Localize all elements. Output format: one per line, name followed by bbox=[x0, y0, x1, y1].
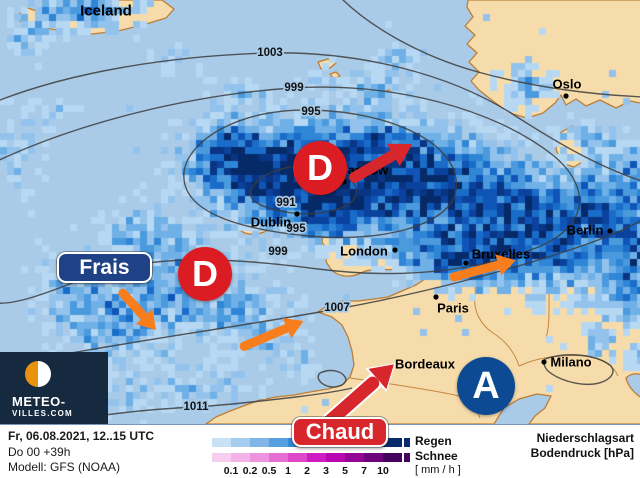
isobar-labels: 1003 999 995 991 995 999 1007 1011 bbox=[182, 45, 352, 415]
precip-type-label: Niederschlagsart bbox=[536, 431, 634, 445]
city-dot bbox=[433, 294, 439, 300]
city-label: London bbox=[340, 244, 388, 259]
legend-tick: 0.1 bbox=[223, 465, 239, 477]
isobar-value: 999 bbox=[268, 246, 287, 258]
scale-segment bbox=[326, 453, 345, 462]
meteo-villes-logo: METEO- VILLES.COM bbox=[0, 352, 108, 424]
region-label: Iceland bbox=[80, 3, 132, 20]
scale-segment bbox=[288, 453, 307, 462]
city-dot bbox=[463, 260, 469, 266]
warm-flow-arrow-chaud bbox=[317, 363, 396, 424]
scale-segment bbox=[212, 453, 231, 462]
cold-flow-arrow bbox=[449, 254, 516, 282]
flow-arrows bbox=[118, 143, 516, 424]
pressure-center-a: A bbox=[457, 357, 515, 415]
scale-segment bbox=[345, 453, 364, 462]
isobar-value: 991 bbox=[276, 197, 296, 209]
pressure-label: Bodendruck [hPa] bbox=[530, 446, 634, 460]
pressure-center-d: D bbox=[293, 141, 347, 195]
scale-segment bbox=[231, 453, 250, 462]
city-label: Dublin bbox=[251, 215, 291, 230]
model-name: Modell: GFS (NOAA) bbox=[8, 460, 121, 474]
isobar-value: 995 bbox=[301, 106, 321, 118]
annotation-chaud: Chaud bbox=[292, 417, 388, 447]
city-label: Bruxelles bbox=[472, 247, 531, 262]
logo-text-1: METEO- bbox=[12, 394, 66, 409]
city-labels: IcelandOsloGlasgowDublinLondonBruxellesP… bbox=[80, 3, 613, 376]
isobar-value: 1011 bbox=[184, 401, 210, 413]
scale-segment bbox=[269, 438, 288, 447]
city-label: Berlin bbox=[567, 223, 604, 238]
run-offset: Do 00 +39h bbox=[8, 445, 71, 459]
scale-segment bbox=[250, 453, 269, 462]
legend-tick: 3 bbox=[323, 465, 329, 477]
rain-max-chip bbox=[404, 438, 410, 447]
legend-unit: [ mm / h ] bbox=[415, 464, 461, 476]
valid-time: Fr, 06.08.2021, 12..15 UTC bbox=[8, 429, 155, 443]
legend-tick: 2 bbox=[304, 465, 310, 477]
snow-color-scale bbox=[212, 453, 402, 462]
legend-tick: 5 bbox=[342, 465, 348, 477]
city-dot bbox=[392, 247, 398, 253]
isobar-value: 1007 bbox=[324, 302, 350, 314]
isobar-value: 999 bbox=[284, 82, 303, 94]
rain-label: Regen bbox=[415, 434, 452, 448]
cold-flow-arrow bbox=[239, 317, 304, 351]
snow-max-chip bbox=[404, 453, 410, 462]
scale-segment bbox=[250, 438, 269, 447]
scale-segment bbox=[383, 453, 402, 462]
annotation-frais: Frais bbox=[57, 252, 152, 283]
legend-tick: 1 bbox=[285, 465, 291, 477]
isobar-value: 1003 bbox=[257, 47, 283, 59]
isobar-value: 995 bbox=[286, 223, 306, 235]
warm-flow-arrow bbox=[349, 143, 413, 183]
scale-segment bbox=[212, 438, 231, 447]
scale-segment bbox=[364, 453, 383, 462]
legend-tick: 0.2 bbox=[242, 465, 258, 477]
city-label: Paris bbox=[437, 301, 469, 316]
city-label: Milano bbox=[550, 355, 591, 370]
cold-flow-arrow bbox=[118, 288, 157, 331]
city-dot bbox=[563, 93, 569, 99]
city-label: Bordeaux bbox=[395, 357, 456, 372]
snow-label: Schnee bbox=[415, 449, 458, 463]
scale-segment bbox=[307, 453, 326, 462]
scale-segment bbox=[383, 438, 402, 447]
city-dot bbox=[607, 228, 613, 234]
city-dot bbox=[541, 359, 547, 365]
logo-icon bbox=[25, 361, 51, 387]
scale-segment bbox=[231, 438, 250, 447]
legend-tick: 0.5 bbox=[261, 465, 277, 477]
legend-tick: 7 bbox=[361, 465, 367, 477]
legend-tick: 10 bbox=[377, 465, 389, 477]
pressure-center-d: D bbox=[178, 247, 232, 301]
scale-segment bbox=[269, 453, 288, 462]
city-label: Oslo bbox=[553, 77, 582, 92]
city-dot bbox=[294, 211, 300, 217]
logo-text-2: VILLES.COM bbox=[12, 409, 73, 418]
